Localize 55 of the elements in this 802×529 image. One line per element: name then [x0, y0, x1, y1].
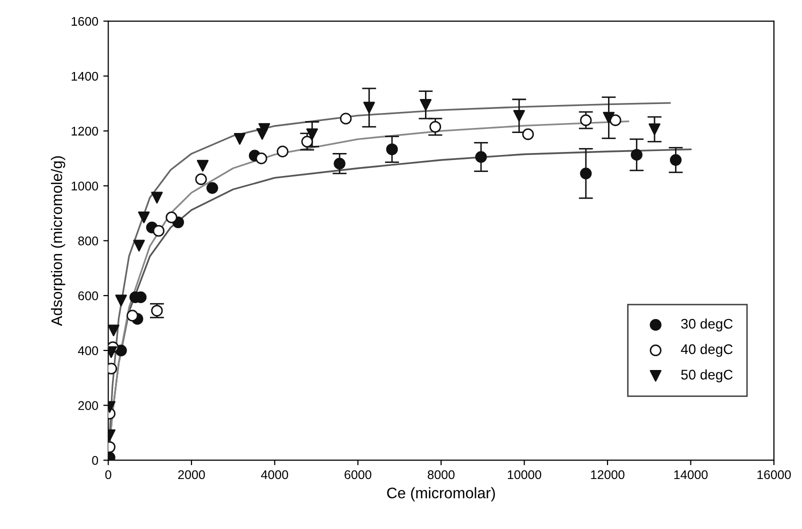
y-tick-label: 400 — [78, 346, 98, 356]
point — [580, 114, 592, 126]
point — [306, 128, 318, 140]
y-tick-label: 0 — [92, 456, 98, 465]
point — [115, 294, 127, 306]
point — [133, 240, 145, 252]
point — [580, 168, 592, 180]
point — [301, 136, 313, 148]
point — [196, 160, 209, 172]
x-tick-label: 6000 — [344, 470, 372, 480]
y-tick-label: 1200 — [72, 126, 98, 136]
x-tick-label: 8000 — [428, 470, 455, 480]
point — [334, 158, 346, 170]
legend-label: 40 degC — [680, 344, 733, 357]
point — [420, 99, 432, 111]
point — [670, 154, 682, 166]
x-tick-label: 2000 — [178, 470, 205, 480]
y-tick-label: 600 — [78, 291, 98, 300]
point — [475, 151, 487, 163]
point — [513, 110, 525, 122]
y-tick-label: 200 — [78, 401, 98, 410]
y-tick-label: 1600 — [72, 16, 98, 26]
point — [429, 120, 442, 133]
y-tick-label: 1000 — [72, 182, 98, 190]
point — [340, 112, 352, 124]
point — [166, 212, 178, 224]
y-tick-label: 1400 — [72, 72, 98, 81]
point — [152, 224, 164, 237]
x-tick-label: 4000 — [261, 470, 288, 480]
x-tick-label: 16000 — [758, 470, 791, 480]
point — [276, 146, 288, 158]
point — [648, 123, 660, 136]
x-tick-label: 10000 — [508, 470, 542, 480]
legend-label: 30 degC — [681, 318, 733, 332]
point — [108, 324, 120, 336]
point — [256, 152, 268, 164]
y-tick-label: 800 — [78, 236, 98, 246]
point — [610, 114, 622, 126]
point — [206, 182, 218, 194]
point — [522, 128, 534, 140]
point — [151, 192, 163, 204]
point — [138, 212, 150, 224]
point — [363, 102, 375, 114]
point — [195, 173, 207, 186]
x-axis-title: Ce (micromolar) — [387, 487, 495, 502]
x-tick-label: 12000 — [591, 470, 624, 480]
point — [386, 143, 398, 156]
y-axis-title: Adsorption (micromole/g) — [50, 156, 66, 326]
point — [602, 112, 615, 124]
point — [126, 310, 138, 322]
point — [630, 148, 642, 161]
point — [234, 133, 246, 145]
x-tick-label: 14000 — [674, 470, 708, 480]
x-tick-label: 0 — [105, 470, 112, 480]
legend-label: 50 degC — [681, 369, 733, 382]
